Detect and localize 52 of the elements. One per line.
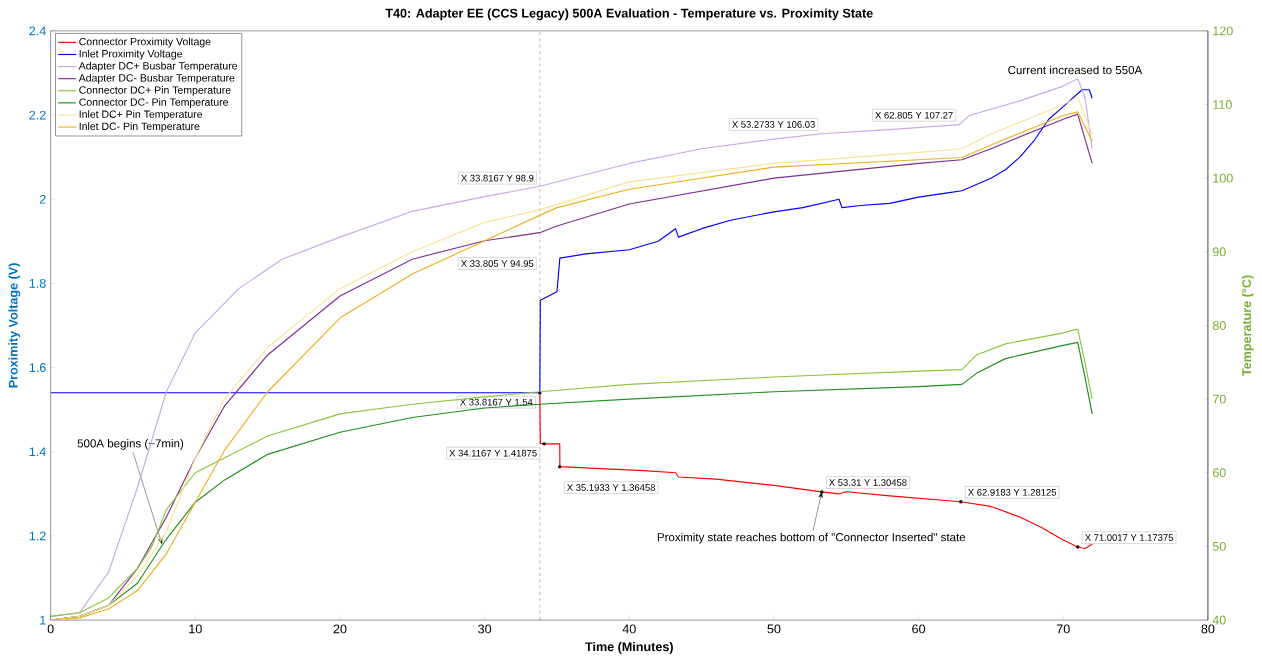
y2-tick-label: 80 — [1212, 320, 1226, 330]
y2-tick-label: 40 — [1212, 615, 1226, 625]
y-axis-title: Proximity Voltage (V) — [8, 263, 21, 388]
legend-label: Inlet Proximity Voltage — [79, 49, 182, 60]
x-tick-label: 70 — [1056, 624, 1070, 634]
annotation: X 71.0017 Y 1.17375 — [1085, 534, 1174, 541]
legend-label: Adapter DC+ Busbar Temperature — [78, 61, 238, 72]
x-tick-label: 80 — [1201, 624, 1215, 634]
x-tick-label: 0 — [47, 624, 54, 634]
y-tick-label: 1 — [40, 615, 46, 625]
chart-title: T40: Adapter EE (CCS Legacy) 500A Evaluation - Temperature vs. Proximity State — [385, 8, 873, 21]
annotation: X 62.9183 Y 1.28125 — [968, 488, 1057, 496]
y2-tick-label: 50 — [1212, 541, 1226, 551]
x-tick-label: 40 — [622, 624, 636, 634]
legend-label: Adapter DC- Busbar Temperature — [78, 73, 235, 84]
y-tick-label: 1.2 — [29, 531, 46, 541]
x-tick-label: 60 — [912, 624, 926, 634]
x-tick-label: 20 — [333, 624, 347, 634]
y-tick-label: 1.6 — [29, 363, 46, 372]
x-tick-label: 30 — [478, 624, 492, 634]
y2-tick-label: 100 — [1213, 173, 1233, 183]
annotation: X 33.805 Y 94.95 — [461, 260, 534, 267]
annotation: X 62.805 Y 107.27 — [875, 111, 953, 119]
legend-label: Inlet DC+ Pin Temperature — [79, 110, 203, 120]
annotation: X 35.1933 Y 1.36458 — [567, 484, 656, 491]
legend-label: Connector Proximity Voltage — [79, 37, 211, 48]
x-tick-label: 10 — [189, 624, 202, 634]
annotation: X 33.8167 Y 1.54 — [460, 398, 533, 406]
annotation: X 53.2733 Y 106.03 — [732, 121, 815, 128]
annotation: X 53.31 Y 1.30458 — [829, 479, 907, 486]
y-tick-label: 1.4 — [29, 447, 46, 457]
y2-tick-label: 90 — [1212, 247, 1226, 257]
annotation: Proximity state reaches bottom of "Connector Inserted" state — [657, 532, 966, 544]
y-tick-label: 2 — [39, 194, 46, 204]
y-tick-label: 1.8 — [29, 278, 46, 288]
annotation: X 34.1167 Y 1.41875 — [449, 449, 537, 457]
y2-tick-label: 60 — [1212, 468, 1226, 478]
y-tick-label: 2.2 — [29, 110, 46, 120]
legend-label: Inlet DC- Pin Temperature — [79, 122, 200, 133]
annotation: Current increased to 550A — [1008, 65, 1143, 75]
y2-tick-label: 120 — [1213, 26, 1233, 36]
legend-label: Connector DC+ Pin Temperature — [79, 85, 231, 96]
legend-label: Connector DC- Pin Temperature — [79, 98, 228, 108]
annotation: X 33.8167 Y 98.9 — [461, 174, 534, 182]
x-tick-label: 50 — [767, 624, 781, 634]
y2-axis-title: Temperature (°C) — [1241, 275, 1254, 376]
y2-tick-label: 110 — [1213, 100, 1232, 109]
annotation: 500A begins (~7min) — [77, 438, 184, 450]
x-axis-title: Time (Minutes) — [585, 641, 673, 654]
y-tick-label: 2.4 — [29, 26, 46, 36]
line-series — [538, 391, 1093, 550]
y2-tick-label: 70 — [1212, 394, 1226, 404]
